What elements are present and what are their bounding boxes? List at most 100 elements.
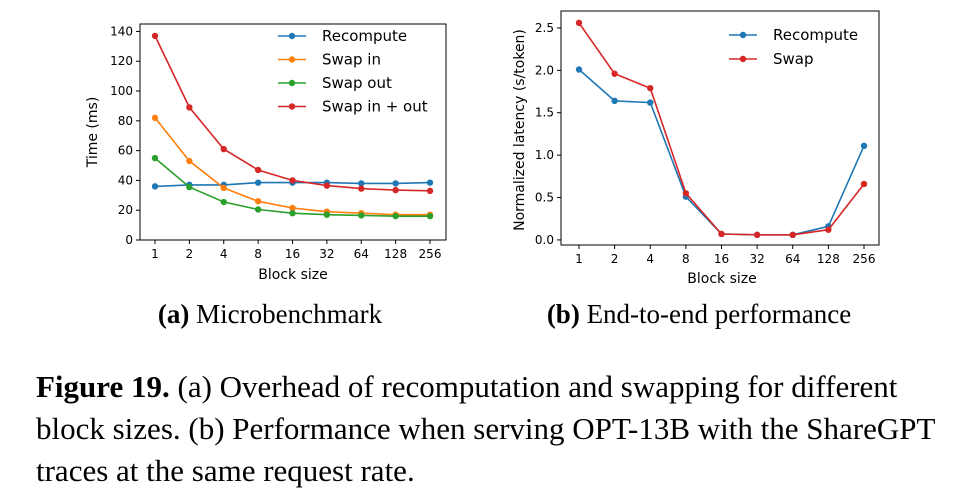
panel-b-subcaption-label: (b) xyxy=(547,299,580,329)
panel-b-x-tick-label: 4 xyxy=(646,252,654,266)
panel-b-series-swap-point xyxy=(860,180,868,188)
panel-a-series-swap-in-line xyxy=(154,117,430,216)
panel-b-series-recompute-point xyxy=(860,142,868,150)
panel-b-legend: Recompute Swap xyxy=(729,26,858,68)
panel-a-series-swap-in-point xyxy=(151,114,159,122)
panel-a-series xyxy=(151,32,434,220)
panel-a-y-tick-label: 80 xyxy=(118,114,133,128)
panel-b-x-tick-label: 2 xyxy=(611,252,619,266)
panel-b-x-tick-label: 1 xyxy=(575,252,583,266)
panel-a-x-tick-label: 32 xyxy=(319,247,334,261)
legend-item-recompute: Recompute xyxy=(729,26,858,44)
panel-a-series-swap-in-out-point xyxy=(289,177,296,184)
legend-label: Swap xyxy=(773,50,814,68)
panel-a-y-tick-label: 60 xyxy=(118,144,133,158)
panel-b-y-tick-label: 2.0 xyxy=(535,63,554,77)
panel-b-series-swap-point xyxy=(825,226,832,233)
panel-a-y-label: Time (ms) xyxy=(85,97,101,169)
legend-label: Recompute xyxy=(322,27,407,45)
panel-a-x-tick-label: 8 xyxy=(254,247,262,261)
panel-a-series-recompute-point xyxy=(358,180,365,187)
panel-b-x-tick-label: 32 xyxy=(749,252,764,266)
panel-b-y-tick-label: 0.0 xyxy=(535,233,554,247)
panel-b-y-tick-label: 0.5 xyxy=(535,191,554,205)
panel-b-subcaption-text: End-to-end performance xyxy=(587,299,852,329)
panel-a-x-tick-label: 16 xyxy=(285,247,300,261)
panel-a-series-swap-out-point xyxy=(254,206,262,213)
panel-b-series-swap-point xyxy=(753,231,761,239)
panel-b-series-swap-point xyxy=(682,190,690,197)
panel-a-legend: Recompute Swap in Swap out Swap in + out xyxy=(278,27,428,116)
panel-a-x-tick-label: 256 xyxy=(419,247,442,261)
panel-a-series-swap-in-point xyxy=(254,198,262,205)
legend-swatch-marker xyxy=(288,32,296,40)
legend-item-swap-out: Swap out xyxy=(278,74,392,92)
panel-b-y-tick-label: 1.5 xyxy=(535,106,554,120)
panel-a-series-recompute-point xyxy=(151,183,159,190)
panel-a-y-tick-label: 140 xyxy=(110,24,133,38)
panel-b-x-tick-label: 256 xyxy=(853,252,876,266)
panel-a-series-swap-in-out-point xyxy=(426,187,434,195)
legend-item-recompute: Recompute xyxy=(278,27,407,45)
panel-b-series-swap-point xyxy=(611,70,618,77)
panel-b-x-label: Block size xyxy=(687,271,756,287)
panel-a-series-recompute-point xyxy=(392,180,399,187)
panel-b-series-recompute-point xyxy=(647,99,654,106)
panel-b-end-to-end: 0.0 0.5 1.0 1.5 2.0 2.5 1 2 4 8 16 32 64 128 256 Reco… xyxy=(512,10,880,329)
panel-a-y-tick-label: 20 xyxy=(118,203,133,217)
panel-a-x-tick-label: 128 xyxy=(384,247,407,261)
figure-caption-label: Figure 19. xyxy=(36,369,170,404)
panel-b-y-label: Normalized latency (s/token) xyxy=(512,29,528,231)
panel-b-series-recompute-point xyxy=(575,66,583,73)
panel-a-x-tick-label: 64 xyxy=(354,247,369,261)
panel-b-x-tick-label: 16 xyxy=(714,252,729,266)
panel-a-y-tick-label: 40 xyxy=(118,173,133,187)
panel-a-y-tick-label: 120 xyxy=(110,54,133,68)
panel-a-subcaption: (a) Microbenchmark xyxy=(158,299,383,329)
panel-b-series-swap-point xyxy=(789,231,796,239)
panel-a-y-tick-label: 0 xyxy=(125,233,133,247)
panel-b-y-tick-label: 1.0 xyxy=(535,148,554,162)
panel-a-series-swap-in-out-point xyxy=(358,185,365,192)
panel-b-series-swap-point xyxy=(718,230,725,238)
panel-b-series xyxy=(575,19,868,239)
panel-a-series-swap-out-point xyxy=(323,211,331,218)
panel-a-series-swap-out-point xyxy=(220,198,227,206)
panel-a-series-swap-in-point xyxy=(289,204,296,212)
panel-a-x-axis: 1 2 4 8 16 32 64 128 256 xyxy=(151,240,441,261)
panel-a-series-swap-out-point xyxy=(289,209,296,217)
legend-swatch-marker xyxy=(288,79,296,87)
panel-a-series-swap-in-point xyxy=(186,157,193,165)
panel-a-series-swap-in-out-point xyxy=(220,145,227,153)
figure-caption: Figure 19. (a) Overhead of recomputation… xyxy=(36,366,946,492)
panel-b-series-recompute-point xyxy=(611,97,618,105)
panel-a-series-swap-in-out-point xyxy=(186,104,193,111)
panel-a-series-swap-in-out-point xyxy=(254,166,262,174)
panel-a-y-axis: 0 20 40 60 80 100 120 140 xyxy=(110,24,140,247)
panel-b-y-axis: 0.0 0.5 1.0 1.5 2.0 2.5 xyxy=(535,21,561,247)
panel-a-series-swap-out-point xyxy=(426,212,434,220)
panel-a-series-swap-in-out-point xyxy=(323,182,331,189)
legend-item-swap-in-out: Swap in + out xyxy=(278,98,428,116)
panel-a-series-recompute-point xyxy=(254,179,262,186)
legend-label: Swap in + out xyxy=(322,98,428,116)
panel-a-series-swap-out-point xyxy=(151,154,159,162)
panel-a-series-recompute-point xyxy=(426,179,434,186)
panel-b-series-swap-line xyxy=(578,22,865,236)
panel-a-y-tick-label: 100 xyxy=(110,84,133,98)
panel-b-axes-frame xyxy=(560,10,880,246)
panel-b-series-recompute-line xyxy=(578,68,865,236)
legend-item-swap: Swap xyxy=(729,50,814,68)
legend-swatch-marker xyxy=(288,56,296,63)
panel-a-microbenchmark: 0 20 40 60 80 100 120 140 1 2 4 8 16 32 64 128 256 Reco… xyxy=(85,23,447,329)
legend-label: Swap in xyxy=(322,51,381,69)
legend-swatch-marker xyxy=(739,31,747,39)
panel-b-y-tick-label: 2.5 xyxy=(535,21,554,35)
figure-canvas: 0 20 40 60 80 100 120 140 1 2 4 8 16 32 64 128 256 Reco… xyxy=(85,10,880,329)
legend-swatch-marker xyxy=(739,55,747,63)
panel-a-series-swap-in-out-point xyxy=(151,32,159,40)
panel-a-x-label: Block size xyxy=(258,267,327,283)
panel-a-subcaption-label: (a) xyxy=(158,299,189,329)
panel-b-x-axis: 1 2 4 8 16 32 64 128 256 xyxy=(575,245,875,266)
panel-a-x-tick-label: 1 xyxy=(151,247,159,261)
